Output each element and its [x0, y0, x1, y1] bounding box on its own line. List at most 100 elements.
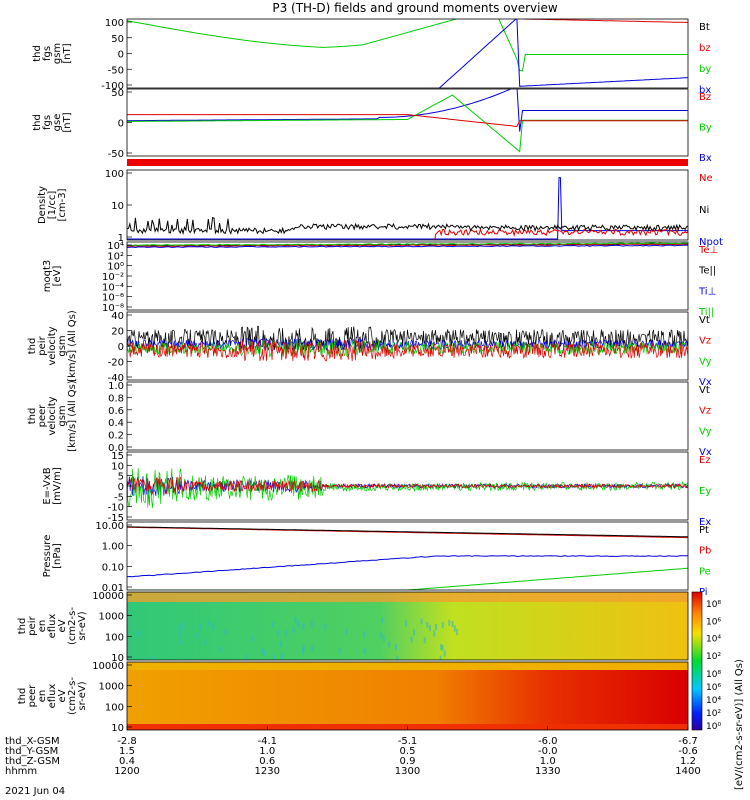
y-tick-label: 0.4 — [108, 418, 124, 429]
colorbar-tick: 10⁴ — [706, 696, 721, 706]
spectrogram-ion-cell — [455, 628, 458, 635]
y-label-line: thd — [32, 45, 43, 62]
spectrogram-ion-cell — [204, 639, 207, 646]
panel-density-plot — [127, 177, 688, 240]
spectrogram-ion-cell — [345, 628, 348, 635]
spectrogram-ion-cell — [428, 624, 431, 631]
series-Bx — [127, 89, 688, 132]
y-tick-label: 0 — [118, 119, 124, 130]
colorbar: [eV/(cm2-s-sr-eV)] (All Qs) — [691, 591, 745, 790]
spectrogram-ion-cell — [453, 625, 456, 632]
y-tick-label: 0 — [118, 482, 124, 493]
legend-bz: bz — [699, 43, 711, 54]
y-tick-label: 10⁴ — [107, 241, 124, 252]
legend-bx: bx — [699, 85, 711, 96]
x-tick-label: 0.9 — [400, 756, 416, 767]
colorbar-gradient — [691, 591, 703, 731]
y-label-line: velocity — [47, 396, 58, 435]
spectrogram-ion-cell — [311, 621, 314, 628]
panel-ele_spec-plot — [127, 662, 688, 730]
x-tick-label: 1230 — [255, 766, 280, 777]
spectrogram-ion-cell — [441, 622, 444, 629]
x-tick-label: -6.7 — [678, 736, 698, 747]
spectrogram-ion-cell — [433, 630, 436, 637]
panel-frame — [126, 381, 689, 451]
spectrogram-ion — [127, 592, 688, 660]
spectrogram-ion-cell — [381, 617, 384, 624]
x-tick-label: 0.6 — [259, 756, 275, 767]
spectrogram-ion-cell — [396, 655, 399, 660]
spectrogram-ion-cell — [441, 645, 444, 652]
spectrogram-ele — [127, 662, 688, 730]
spectrogram-ion-cell — [420, 618, 423, 625]
x-tick-label: -0.6 — [678, 746, 698, 757]
spectrogram-ion-cell — [245, 653, 248, 660]
spectrogram-ion-cell — [180, 622, 183, 629]
y-tick-label: 10000 — [92, 661, 124, 672]
colorbar-tick: 10⁶ — [706, 683, 721, 693]
spectrogram-ion-cell — [152, 656, 155, 660]
legend-Ne: Ne — [699, 173, 713, 184]
colorbar-tick: 10⁴ — [706, 635, 721, 645]
spectrogram-ion-cell — [404, 620, 407, 627]
x-tick-label: -5.1 — [398, 736, 418, 747]
series-Pi — [127, 555, 688, 578]
x-tick-label: 0.5 — [400, 746, 416, 757]
panel-frame — [126, 18, 689, 89]
x-tick-label: 1.0 — [259, 746, 275, 757]
legend-Pb: Pb — [699, 546, 711, 557]
y-tick-label: 10 — [111, 723, 124, 734]
y-label-line: thd — [27, 338, 38, 355]
spectrogram-ion-cell — [224, 628, 227, 635]
legend-Vz: Vz — [699, 336, 711, 347]
panel-ion_spec-plot — [127, 592, 688, 660]
legend-By: By — [699, 123, 712, 134]
x-row-label: thd_Y-GSM — [5, 746, 58, 757]
y-tick-label: 10⁻² — [102, 272, 124, 283]
spectrogram-ion-cell — [137, 630, 140, 637]
x-row-label: hhmm — [5, 766, 37, 777]
spectrogram-ion-cell — [179, 639, 182, 646]
y-label-line: [km/s] (All Qs) — [67, 380, 78, 452]
y-label-line: gse — [52, 114, 63, 132]
y-tick-label: 0.10 — [102, 562, 124, 573]
spectrogram-ion-cell — [207, 620, 210, 627]
legend-Ez: Ez — [699, 455, 711, 466]
colorbar-tick: 10⁶ — [706, 617, 721, 627]
spectrogram-ion-cell — [276, 630, 279, 637]
spectrogram-ion-cell — [324, 623, 327, 630]
legend-Npot: Npot — [699, 237, 723, 248]
panel-fgs: 100 50 0 -50 -100 thd fgs gsm [nT] Bt bz by bx — [32, 18, 711, 96]
colorbar-tick: 10⁸ — [706, 600, 721, 610]
y-tick-label: 1.00 — [102, 542, 124, 553]
status-bar — [127, 159, 688, 166]
y-tick-label: 10 — [111, 461, 124, 472]
y-tick-label: 100 — [105, 632, 124, 643]
panel-ele_spec: 10000 1000 100 10 thd peer en eflux eV (cm2-s-sr-… — [17, 661, 721, 734]
panel-ion_spec: 10000 1000 100 10 thd peir en eflux eV (cm2-s-sr-… — [17, 591, 721, 664]
x-tick-label: -2.8 — [117, 736, 137, 747]
y-axis-label: Pressure [nPa] — [42, 535, 63, 578]
spectrogram-ion-cell — [311, 645, 314, 652]
y-tick-label: 0 — [118, 50, 124, 61]
panel-frame — [126, 241, 689, 311]
y-label-line: sr-eV) — [77, 611, 88, 640]
legend-Vy: Vy — [699, 426, 712, 437]
panel-efield-plot — [127, 468, 688, 508]
panel-pressure: 10.00 1.00 0.10 0.01 Pressure [nPa] Pt Pb Pe Pi — [42, 521, 711, 598]
panel-fgs_gse-plot — [127, 89, 688, 153]
spectrogram-ion-cell — [451, 620, 454, 627]
y-tick-label: 10⁻⁴ — [102, 282, 124, 293]
x-row-label: thd_Z-GSM — [5, 756, 60, 767]
series-e-2 — [127, 476, 688, 496]
series-temp-2 — [127, 244, 688, 249]
legend-Bx: Bx — [699, 153, 712, 164]
legend-Ex: Ex — [699, 517, 711, 528]
series-vi-1 — [127, 337, 688, 352]
legend-Te||: Te|| — [698, 266, 716, 277]
spectrogram-ion-band — [127, 592, 688, 602]
spectrogram-ion-cell — [410, 636, 413, 643]
panel-fgs-plot — [127, 19, 688, 88]
colorbar-tick: 10⁰ — [706, 722, 721, 732]
